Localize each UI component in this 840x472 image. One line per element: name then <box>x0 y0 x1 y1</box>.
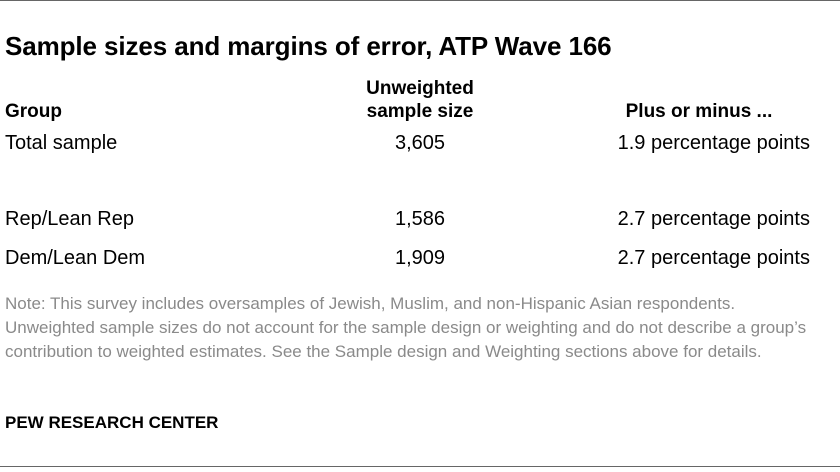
table-note: Note: This survey includes oversamples o… <box>5 294 807 361</box>
row-margin-of-error: 2.7 percentage points <box>617 247 810 269</box>
top-rule <box>0 0 840 1</box>
table-title: Sample sizes and margins of error, ATP W… <box>5 31 612 61</box>
row-sample-size: 1,909 <box>394 247 446 269</box>
row-sample-size: 1,586 <box>394 208 446 230</box>
row-group: Total sample <box>5 132 118 154</box>
source-credit: PEW RESEARCH CENTER <box>5 413 219 432</box>
row-sample-size: 3,605 <box>394 132 446 154</box>
row-group: Rep/Lean Rep <box>5 208 134 230</box>
row-group: Dem/Lean Dem <box>5 247 146 269</box>
header-group: Group <box>5 101 62 122</box>
header-margin-of-error: Plus or minus ... <box>625 101 773 122</box>
row-margin-of-error: 2.7 percentage points <box>617 208 810 230</box>
bottom-rule <box>0 466 840 467</box>
row-margin-of-error: 1.9 percentage points <box>617 132 810 154</box>
header-sample-size-line2: sample size <box>366 101 474 122</box>
header-sample-size-line1: Unweighted <box>366 78 474 99</box>
header-sample-size: Unweighted sample size <box>340 77 500 123</box>
